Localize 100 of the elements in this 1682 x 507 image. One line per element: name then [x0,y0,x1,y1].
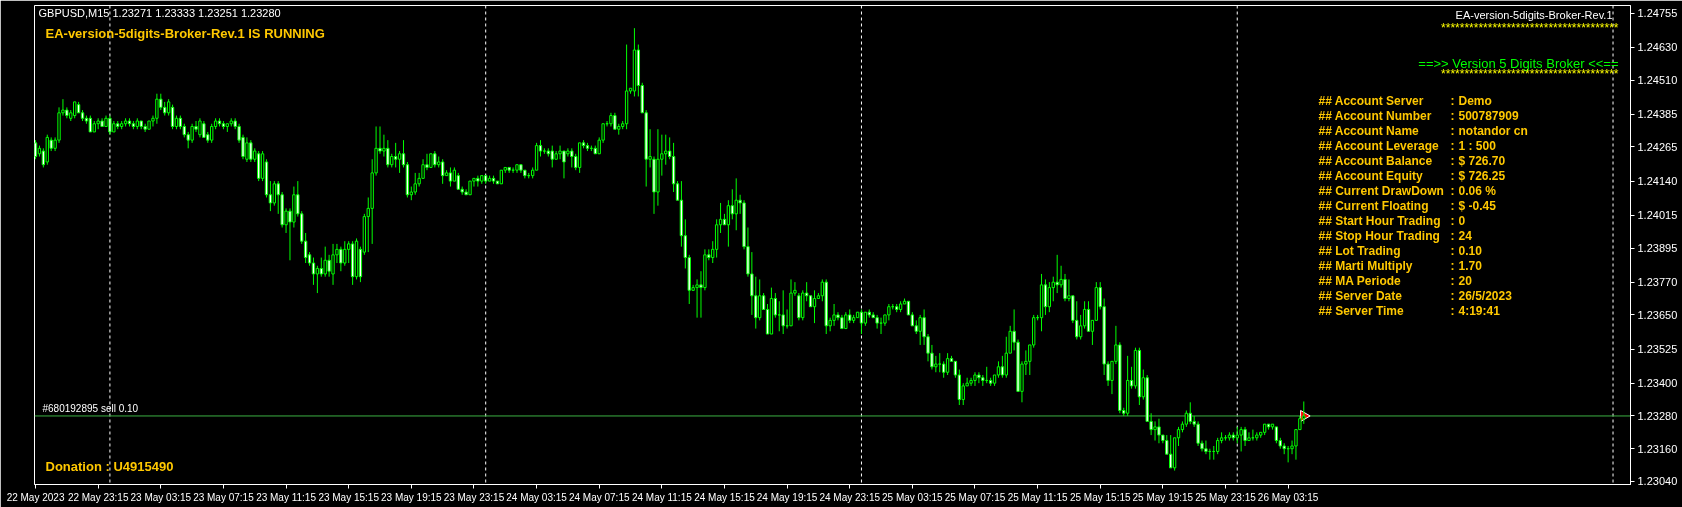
text: ## Account Equity : $ 726.25 [1318,168,1506,183]
annotation: Donation : U4915490 [45,459,174,474]
candlestick [1239,426,1243,452]
candlestick [973,371,977,387]
text: ## Server Date : 26/5/2023 [1318,288,1512,303]
text: ## Server Time : 4:19:41 [1318,303,1500,318]
y-tick-label: 1.23400 [1637,377,1678,390]
x-tick-label: 25 May 07:15 [944,491,1006,503]
candlestick [198,117,202,138]
y-tick-label: 1.23040 [1637,475,1678,488]
candlestick [1153,420,1157,442]
candlestick [550,145,554,168]
candlestick [272,180,276,207]
candlestick [781,289,785,335]
candlestick [558,145,562,160]
candlestick [327,254,331,278]
candlestick [155,93,159,125]
y-tick-label: 1.24510 [1637,74,1678,87]
candlestick [190,123,194,144]
candlestick [249,139,253,163]
candlestick [413,172,417,196]
candlestick [331,243,335,286]
text: ## Account Server : Demo [1318,93,1492,108]
candlestick [875,314,879,330]
candlestick [339,246,343,272]
text: ## Current Floating : $ -0.45 [1318,198,1496,213]
candlestick [1086,300,1091,332]
x-tick-label: 24 May 07:15 [568,491,630,503]
y-tick-label: 1.24385 [1637,108,1678,121]
x-tick-label: 25 May 11:15 [1007,491,1068,503]
x-tick-label: 24 May 19:15 [756,491,818,503]
x-tick-label: 23 May 15:15 [318,491,380,503]
annotation: EA-version-5digits-Broker-Rev.1 IS RUNNING [45,26,325,41]
candlestick [1055,254,1059,294]
x-tick-label: 22 May 2023 [6,491,65,503]
x-tick-label: 26 May 03:15 [1257,491,1319,503]
candlestick [143,123,147,133]
y-tick-label: 1.24265 [1637,140,1678,153]
ref-line-label: #680192895 sell 0.10 [42,402,139,414]
candlestick [1188,401,1192,425]
x-tick-label: 23 May 19:15 [381,491,443,503]
text: ## Account Balance : $ 726.70 [1318,153,1506,168]
y-tick-label: 1.23280 [1637,409,1678,422]
candlestick [918,314,922,346]
text: ## Marti Multiply : 1.70 [1318,258,1482,273]
x-tick-label: 22 May 23:15 [67,491,129,503]
x-tick-label: 25 May 19:15 [1132,491,1194,503]
candlestick [758,278,762,321]
candlestick [397,150,402,174]
x-tick-label: 23 May 07:15 [193,491,255,503]
text: ## Account Name : notandor cn [1318,123,1528,138]
chart-title: GBPUSD,M15 1.23271 1.23333 1.23251 1.23280 [38,6,281,19]
y-tick-label: 1.23650 [1637,308,1678,321]
candlestick [1196,420,1200,447]
x-tick-label: 25 May 03:15 [882,491,944,503]
x-tick-label: 24 May 15:15 [694,491,756,503]
candlestick [1243,426,1247,447]
annotation: ## Current DrawDown : 0.06 % [1318,183,1497,198]
x-tick-label: 24 May 03:15 [506,491,568,503]
annotation: ## Account Leverage : 1 : 500 [1318,138,1497,153]
y-tick-label: 1.24140 [1637,175,1678,188]
candlestick [1169,434,1173,469]
candlestick [734,177,738,231]
candlestick [977,371,981,384]
candlestick [832,303,836,327]
y-tick-label: 1.24015 [1637,209,1678,222]
candlestick [476,175,480,188]
candlestick [1157,418,1161,444]
x-tick-label: 25 May 15:15 [1069,491,1131,503]
y-tick-label: 1.24630 [1637,41,1678,54]
y-tick-label: 1.24755 [1637,7,1678,20]
candlestick [726,199,731,248]
y-tick-label: 1.23895 [1637,242,1678,254]
candlestick [1247,431,1251,442]
text: ## Lot Trading : 0.10 [1318,243,1482,258]
candlestick [315,265,320,294]
y-tick-label: 1.23525 [1637,343,1678,356]
candlestick [311,257,316,286]
candlestick [1043,278,1048,316]
annotation: ************************************** [1441,20,1619,35]
x-tick-label: 24 May 23:15 [819,491,881,503]
candlestick [664,134,668,166]
candlestick [386,139,390,168]
text: ## MA Periode : 20 [1318,273,1472,288]
x-tick-label: 24 May 11:15 [631,491,693,503]
candlestick [343,240,347,267]
y-tick-label: 1.23160 [1637,442,1678,455]
candlestick [570,147,574,168]
annotation: ## Start Hour Trading : 0 [1318,213,1466,228]
candlestick [1047,281,1052,313]
y-tick-label: 1.23770 [1637,276,1678,289]
text: ## Account Number : 500787909 [1318,108,1519,123]
x-tick-label: 23 May 03:15 [130,491,192,503]
candlestick [695,278,699,319]
annotation: ## Stop Hour Trading : 24 [1318,228,1473,243]
candlestick [245,136,249,163]
annotation: EA-version-5digits-Broker-Rev.1 [1455,8,1613,21]
candlestick [319,257,323,278]
x-tick-label: 23 May 23:15 [443,491,505,503]
x-tick-label: 25 May 23:15 [1195,491,1257,503]
